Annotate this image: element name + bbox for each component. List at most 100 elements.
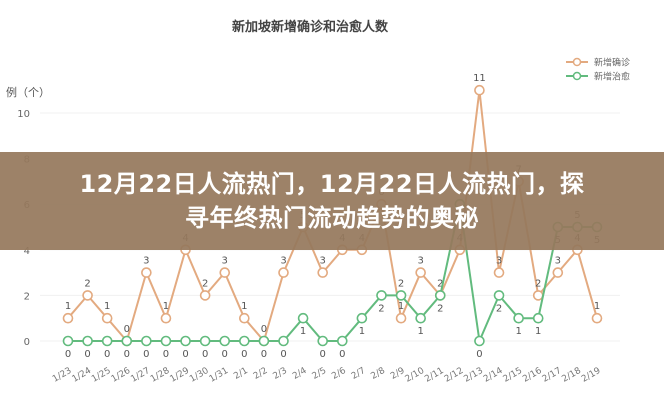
legend-marker: [572, 71, 582, 81]
data-point: [474, 84, 485, 96]
legend-marker: [572, 57, 582, 67]
data-point: [101, 312, 113, 324]
y-axis-label: 例（个）: [6, 85, 50, 99]
x-tick-label: 2/4: [291, 366, 309, 382]
data-point: [552, 267, 564, 278]
x-tick-label: 2/6: [330, 366, 348, 382]
data-label: 2: [535, 278, 541, 289]
data-label: 0: [280, 349, 286, 360]
data-point: [493, 267, 505, 278]
data-label: 0: [261, 349, 267, 360]
data-point: [239, 312, 250, 324]
data-label: 3: [417, 256, 423, 267]
data-label: 0: [182, 349, 188, 360]
data-label: 1: [535, 326, 541, 337]
legend-label: 新增治愈: [594, 71, 630, 83]
data-point: [199, 335, 211, 347]
data-point: [219, 335, 231, 347]
data-point: [493, 290, 505, 301]
series-line: [68, 203, 597, 345]
data-point: [141, 267, 152, 278]
data-label: 3: [280, 256, 286, 267]
data-label: 1: [594, 301, 600, 312]
data-point: [434, 290, 446, 301]
data-point: [591, 312, 603, 324]
data-label: 0: [222, 349, 228, 360]
data-label: 2: [437, 303, 443, 314]
data-point: [160, 312, 172, 324]
data-label: 1: [359, 326, 365, 337]
data-label: 11: [473, 73, 486, 84]
x-tick-label: 1/31: [208, 366, 231, 385]
data-point: [415, 267, 426, 278]
data-label: 0: [163, 349, 169, 360]
data-label: 3: [222, 256, 228, 267]
data-label: 1: [515, 326, 521, 337]
data-label: 2: [437, 278, 443, 289]
data-label: 1: [398, 301, 404, 312]
data-label: 0: [143, 349, 149, 360]
data-label: 2: [378, 303, 384, 314]
data-point: [82, 290, 93, 301]
data-point: [141, 335, 152, 347]
data-point: [532, 290, 544, 301]
data-point: [336, 335, 348, 347]
x-tick-label: 2/7: [350, 366, 368, 382]
data-point: [239, 335, 250, 347]
data-point: [395, 312, 407, 324]
data-point: [101, 335, 113, 347]
banner-line-1: 12月22日人流热门，12月22日人流热门，探: [79, 170, 585, 198]
x-tick-label: 2/5: [311, 366, 329, 382]
data-label: 1: [417, 326, 423, 337]
data-label: 3: [143, 256, 149, 267]
data-point: [376, 290, 387, 301]
data-label: 0: [202, 349, 208, 360]
data-label: 1: [241, 301, 247, 312]
legend-label: 新增确诊: [594, 57, 630, 69]
data-point: [532, 312, 544, 324]
data-point: [160, 335, 172, 347]
data-point: [219, 267, 231, 278]
data-point: [297, 312, 309, 324]
data-label: 2: [398, 278, 404, 289]
data-point: [258, 335, 270, 347]
data-label: 3: [496, 256, 502, 267]
data-label: 1: [163, 301, 169, 312]
data-label: 0: [124, 324, 130, 335]
data-label: 0: [476, 349, 482, 360]
y-tick-label: 0: [24, 337, 30, 348]
data-label: 2: [202, 278, 208, 289]
data-label: 3: [320, 256, 326, 267]
data-label: 0: [339, 349, 345, 360]
data-label: 0: [320, 349, 326, 360]
data-point: [180, 335, 191, 347]
x-tick-label: 2/8: [369, 366, 387, 382]
title-banner: 12月22日人流热门，12月22日人流热门，探 寻年终热门流动趋势的奥秘: [0, 152, 664, 250]
data-point: [474, 335, 485, 347]
data-label: 0: [124, 349, 130, 360]
data-point: [356, 312, 368, 324]
banner-line-2: 寻年终热门流动趋势的奥秘: [185, 204, 479, 232]
data-point: [278, 267, 289, 278]
data-label: 1: [65, 301, 71, 312]
data-label: 0: [261, 324, 267, 335]
data-point: [395, 290, 407, 301]
x-tick-label: 2/9: [389, 366, 407, 382]
data-label: 0: [84, 349, 90, 360]
data-label: 0: [104, 349, 110, 360]
data-point: [199, 290, 211, 301]
x-tick-label: 2/1: [232, 366, 250, 382]
data-point: [317, 335, 329, 347]
data-point: [62, 335, 74, 347]
data-label: 1: [300, 326, 306, 337]
y-tick-label: 2: [24, 291, 30, 302]
data-label: 0: [241, 349, 247, 360]
data-label: 1: [104, 301, 110, 312]
data-label: 2: [84, 278, 90, 289]
x-tick-label: 2/19: [580, 366, 603, 385]
data-point: [121, 335, 133, 347]
data-label: 0: [65, 349, 71, 360]
data-point: [317, 267, 329, 278]
y-tick-label: 4: [24, 246, 30, 257]
data-point: [415, 312, 426, 324]
